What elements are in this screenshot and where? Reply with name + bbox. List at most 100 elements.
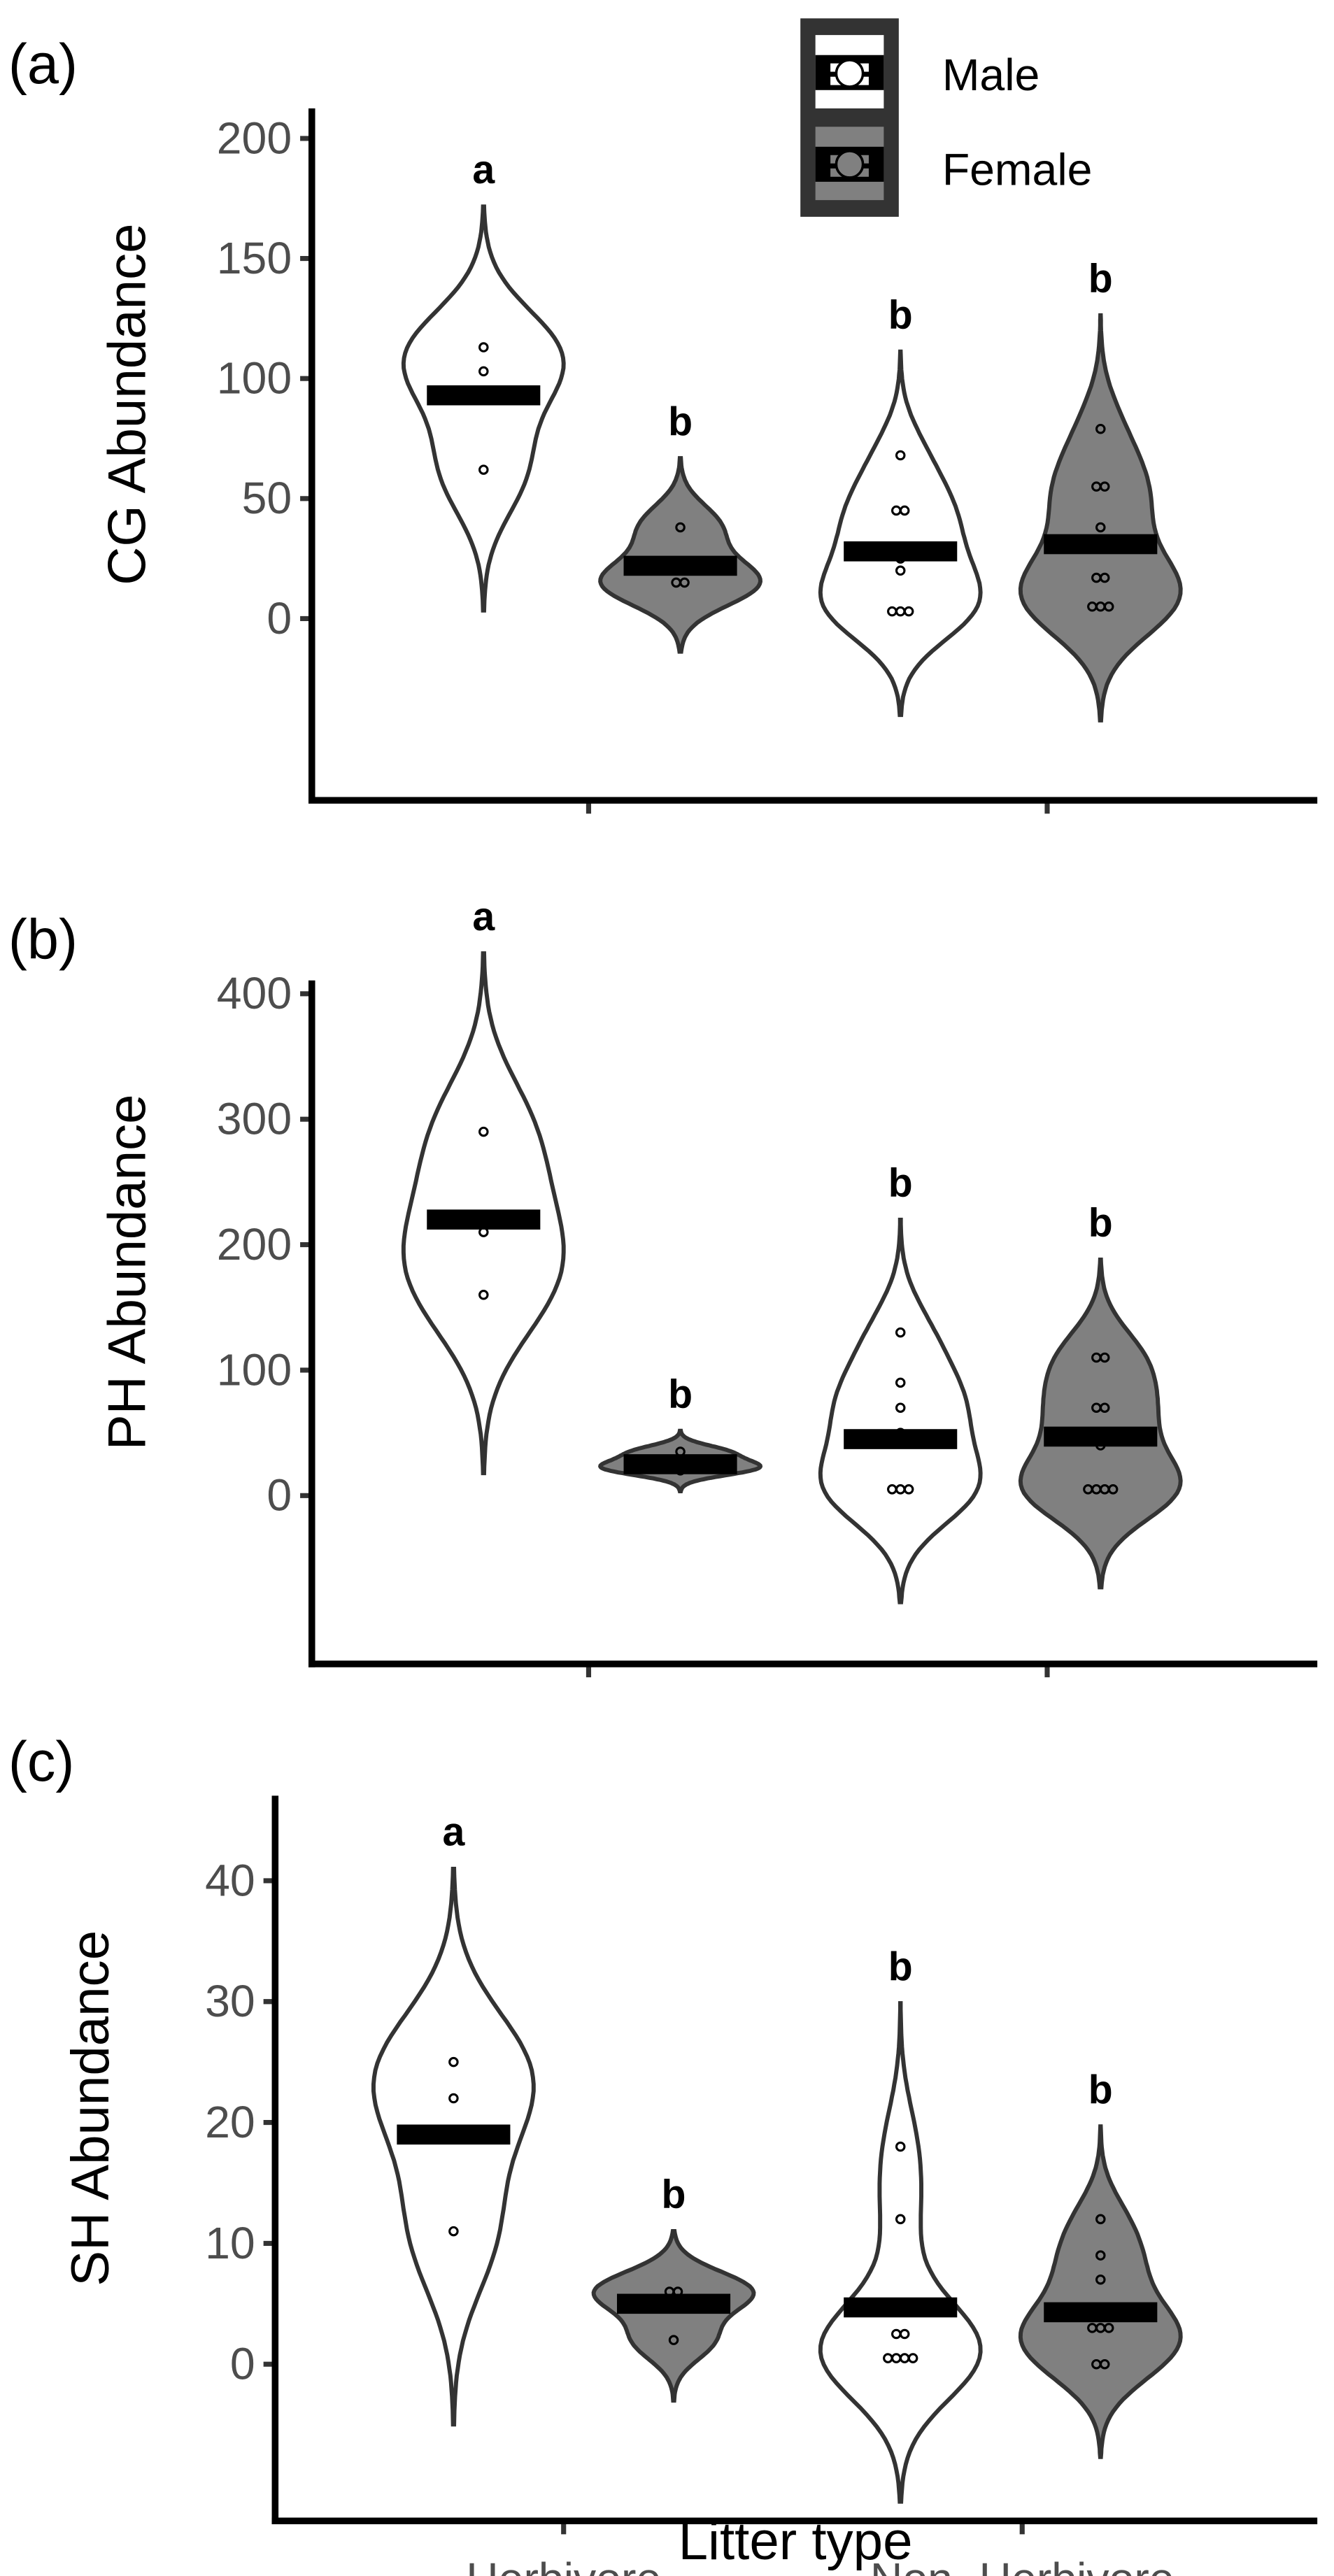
violin-female-1: b <box>1018 256 1183 723</box>
significance-letter: b <box>1088 2068 1113 2112</box>
data-point <box>1091 1484 1102 1495</box>
y-tick-label: 40 <box>205 1855 255 1905</box>
violin-female-0: b <box>598 1372 763 1494</box>
data-point <box>899 2328 910 2340</box>
x-tick-label: Herbivore <box>466 2554 661 2576</box>
violin-shape <box>1018 1257 1183 1590</box>
data-point <box>895 450 906 461</box>
data-point <box>887 1484 897 1495</box>
data-point <box>668 2335 679 2345</box>
data-point <box>448 2056 459 2068</box>
median-bar <box>623 555 737 576</box>
violin-shape <box>598 456 762 654</box>
median-bar <box>616 2293 731 2314</box>
data-point <box>1095 601 1106 612</box>
violin-shape <box>1018 2124 1183 2459</box>
significance-letter: b <box>888 1944 913 1989</box>
y-tick-label: 200 <box>217 1219 292 1269</box>
significance-letter: b <box>668 1372 693 1416</box>
data-point <box>1095 423 1106 434</box>
data-point <box>1099 1484 1110 1495</box>
legend: Male Female <box>800 18 1092 217</box>
data-point <box>903 606 914 617</box>
y-tick-label: 0 <box>230 2339 255 2389</box>
data-point <box>1103 2323 1114 2333</box>
data-point <box>1095 2250 1106 2261</box>
violin-shape <box>818 2001 983 2504</box>
data-point <box>1099 1402 1110 1413</box>
panel-a: (a) CG Abundance 0 50 100 150 200 a b b b <box>8 33 1318 814</box>
violin-male-1: b <box>818 1944 983 2504</box>
y-tick-label: 10 <box>205 2218 255 2268</box>
panel-label: (a) <box>8 33 78 96</box>
panel-label: (c) <box>8 1730 74 1793</box>
median-bar <box>427 1209 541 1230</box>
data-point <box>883 2353 893 2363</box>
median-bar <box>1044 1426 1158 1447</box>
violin-male-1: b <box>818 293 983 718</box>
data-point <box>895 2214 906 2225</box>
data-point <box>1091 2358 1102 2370</box>
panel-b: (b) PH Abundance 0 100 200 300 400 a b b b <box>8 895 1318 1678</box>
y-tick-label: 100 <box>217 1344 292 1395</box>
violin-female-0: b <box>598 399 762 654</box>
data-point <box>887 606 897 617</box>
y-tick-label: 20 <box>205 2097 255 2147</box>
data-point <box>895 565 906 576</box>
y-tick-label: 100 <box>217 353 292 404</box>
data-point <box>895 1377 906 1388</box>
data-point <box>478 342 489 353</box>
data-point <box>895 1327 906 1338</box>
legend-key-female <box>815 127 884 201</box>
y-tick-label: 30 <box>205 1976 255 2026</box>
data-point <box>1107 1484 1119 1495</box>
median-bar <box>427 385 541 406</box>
violin-male-1: b <box>818 1161 983 1604</box>
y-tick-label: 300 <box>217 1094 292 1144</box>
data-point <box>1095 2323 1106 2333</box>
median-bar <box>844 541 958 562</box>
data-point <box>1099 1352 1110 1363</box>
y-tick-label: 150 <box>217 233 292 283</box>
violin-female-1: b <box>1018 2068 1183 2459</box>
data-point <box>890 2328 902 2340</box>
data-point <box>907 2353 918 2363</box>
significance-letter: b <box>1088 1201 1113 1246</box>
significance-letter: a <box>472 895 495 939</box>
y-tick-label: 0 <box>267 593 292 643</box>
data-point <box>1087 601 1098 612</box>
data-point <box>1095 2274 1106 2285</box>
y-tick-label: 0 <box>267 1470 292 1521</box>
data-point <box>895 1484 906 1495</box>
data-point <box>448 2226 459 2237</box>
data-point <box>448 2093 459 2104</box>
data-point <box>899 505 910 516</box>
significance-letter: a <box>472 148 495 192</box>
median-bar <box>1044 2302 1158 2323</box>
data-point <box>899 2353 910 2363</box>
data-point <box>675 522 686 533</box>
data-point <box>478 1290 489 1300</box>
violin-shape <box>1018 313 1183 723</box>
y-axis-title: PH Abundance <box>97 1094 157 1450</box>
violin-shape <box>401 204 566 613</box>
data-point <box>1091 1352 1102 1363</box>
violin-male-0: a <box>401 148 566 613</box>
violin-female-0: b <box>591 2172 756 2403</box>
median-bar <box>1044 534 1158 555</box>
violin-male-0: a <box>401 895 566 1476</box>
y-tick-label: 50 <box>242 473 292 523</box>
data-point <box>903 1484 914 1495</box>
data-point <box>1103 601 1114 612</box>
data-point <box>1095 522 1106 533</box>
panel-c: (c) SH Abundance 0 10 20 30 40 Herbivore Non−Her… <box>8 1730 1318 2576</box>
legend-label-male: Male <box>942 50 1040 100</box>
significance-letter: b <box>888 1161 913 1206</box>
significance-letter: b <box>888 293 913 338</box>
significance-letter: b <box>662 2172 686 2217</box>
data-point <box>478 464 489 475</box>
data-point <box>671 577 681 588</box>
data-point <box>1091 481 1102 492</box>
data-point <box>1099 572 1110 583</box>
panel-label: (b) <box>8 909 78 972</box>
